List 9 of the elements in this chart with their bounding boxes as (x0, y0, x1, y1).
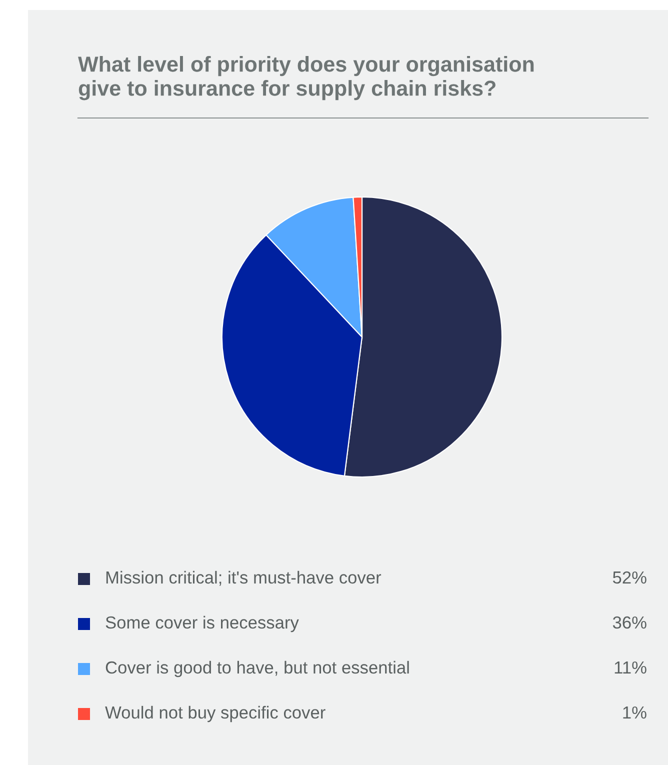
legend-label: Cover is good to have, but not essential (106, 660, 409, 678)
data-label: 11% (614, 661, 646, 674)
data-label: 1% (623, 706, 646, 719)
data-label: 36% (612, 616, 646, 629)
legend-label: Some cover is necessary (106, 616, 299, 632)
legend-label: Mission critical; it's must-have cover (106, 570, 382, 586)
legend-label: Would not buy specific cover (105, 706, 326, 722)
data-label: 52% (612, 571, 646, 584)
chart-title: What level of priority does your organisation give to insurance for supply chain risks? (78, 56, 534, 100)
